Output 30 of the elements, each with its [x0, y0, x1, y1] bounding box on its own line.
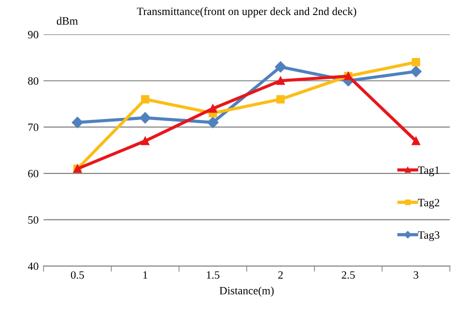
x-tick-label: 2	[278, 271, 283, 279]
y-tick-label: 80	[28, 77, 38, 85]
point	[276, 95, 285, 104]
point	[140, 136, 150, 146]
point	[207, 116, 218, 128]
x-tick-label: 1	[143, 271, 148, 279]
point	[412, 136, 420, 146]
point	[208, 104, 218, 113]
x-tick-label: 1.5	[206, 271, 220, 279]
x-axis-title: Distance(m)	[220, 286, 274, 297]
point	[140, 95, 150, 104]
y-tick-label: 90	[28, 30, 38, 38]
x-tick-label: 3	[414, 271, 418, 279]
legend-label: Tag1	[418, 166, 440, 176]
point	[410, 66, 422, 78]
point	[274, 61, 286, 72]
x-tick-label: 0.5	[70, 271, 84, 279]
point	[140, 112, 151, 124]
legend-label: Tag3	[418, 231, 440, 241]
chart-title: Transmittance(front on upper deck and 2nd deck)	[136, 7, 356, 18]
y-tick-label: 70	[28, 124, 38, 132]
x-tick-label: 2.5	[342, 271, 355, 279]
point	[276, 76, 285, 85]
y-tick-label: 60	[28, 170, 38, 178]
y-axis-title: dBm	[56, 16, 78, 25]
y-tick-label: 40	[28, 262, 38, 270]
point	[72, 116, 84, 128]
y-tick-label: 50	[28, 216, 38, 224]
point	[412, 58, 420, 66]
legend-label: Tag2	[418, 198, 440, 209]
